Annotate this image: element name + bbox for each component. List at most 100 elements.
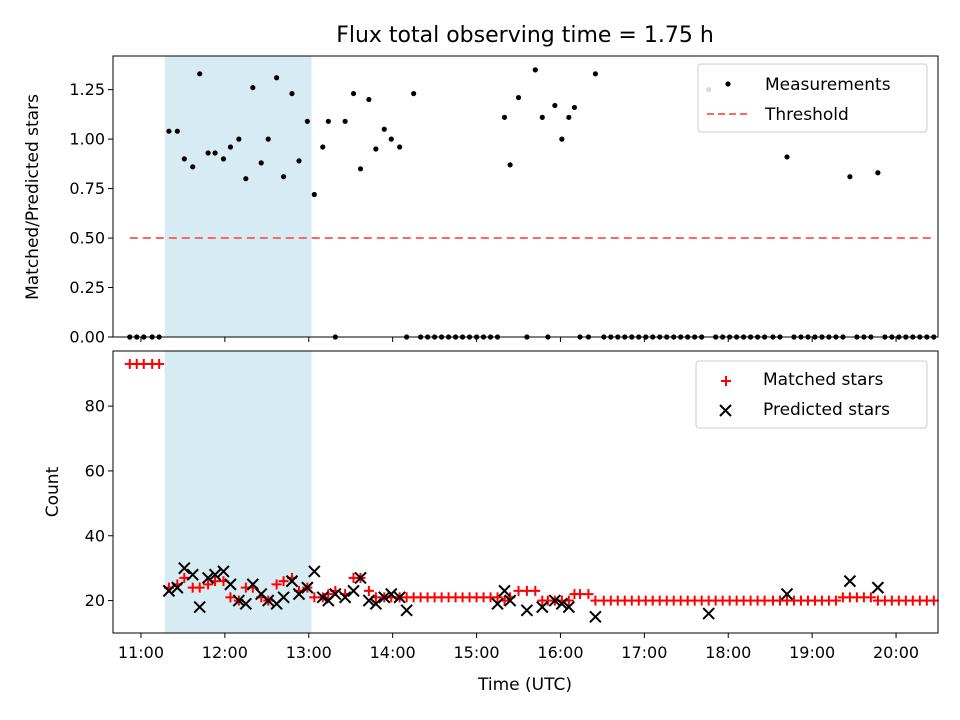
x-stroke-b <box>555 597 569 611</box>
x-stroke-b <box>301 581 314 594</box>
observing-span-bottom <box>164 351 312 633</box>
y-tick-label: 0.75 <box>69 179 105 198</box>
y-tick-label: 0.25 <box>69 278 105 297</box>
x-tick-label: 11:00 <box>118 643 164 662</box>
x-stroke-b <box>308 565 321 578</box>
bottom-y-ticks: 20 40 60 80 <box>85 397 113 610</box>
legend-measurements-label: Measurements <box>765 75 891 95</box>
x-stroke-b <box>498 584 511 598</box>
measurement-point <box>311 191 317 198</box>
predicted-star-point <box>843 574 857 588</box>
x-stroke-b <box>171 581 184 594</box>
x-stroke-b <box>385 587 398 601</box>
matched-star-point <box>179 572 190 583</box>
x-stroke-b <box>255 587 268 601</box>
x-stroke-b <box>239 597 253 611</box>
x-tick-label: 18:00 <box>705 643 751 662</box>
bottom-y-axis-label: Count <box>43 466 63 517</box>
x-tick-label: 20:00 <box>873 643 919 662</box>
predicted-star-point <box>186 568 199 581</box>
x-stroke-b <box>316 591 329 604</box>
x-stroke-b <box>217 565 230 578</box>
bottom-legend-box <box>695 360 928 429</box>
matched-star-point <box>583 589 594 600</box>
x-stroke-b <box>702 607 715 620</box>
predicted-star-point <box>308 565 321 578</box>
measurement-point <box>258 160 264 166</box>
predicted-star-point <box>393 591 406 604</box>
predicted-star-point <box>292 587 306 601</box>
measurement-point <box>220 156 227 162</box>
measurement-point <box>250 85 256 91</box>
matched-star-point <box>575 589 586 600</box>
measurement-point <box>784 154 790 160</box>
predicted-star-point <box>369 597 383 611</box>
chart-title: Flux total observing time = 1.75 h <box>336 23 714 48</box>
predicted-star-point <box>239 597 253 611</box>
x-tick-label: 16:00 <box>537 643 583 662</box>
y-tick-label: 0.00 <box>69 328 105 347</box>
x-stroke-b <box>378 591 391 604</box>
measurement-point <box>342 118 348 124</box>
x-stroke-b <box>491 597 504 611</box>
measurement-point <box>373 146 379 152</box>
measurement-point <box>197 71 203 77</box>
measurement-point <box>388 136 394 142</box>
predicted-star-point <box>562 600 576 614</box>
top-y-ticks: 0.00 0.25 0.50 0.75 1.00 1.25 <box>69 80 113 347</box>
measurement-point <box>280 174 287 180</box>
predicted-star-point <box>871 581 885 594</box>
legend-predicted-marker <box>719 404 732 417</box>
legend-threshold-label: Threshold <box>764 105 849 125</box>
x-stroke-b <box>262 594 275 607</box>
top-y-axis-label: Matched/Predicted stars <box>23 94 43 300</box>
measurement-point <box>566 114 572 120</box>
x-stroke-b <box>354 571 367 585</box>
x-stroke-b <box>347 584 360 598</box>
measurement-point <box>571 104 578 111</box>
predicted-star-point <box>498 584 511 598</box>
matched-star-point <box>492 592 503 603</box>
measurement-point <box>296 158 302 164</box>
measurement-point <box>236 136 242 142</box>
measurement-point <box>397 144 403 150</box>
predicted-star-point <box>520 604 534 617</box>
measurement-point <box>559 136 565 142</box>
matched-star-point <box>278 576 289 587</box>
measurement-point <box>381 126 387 132</box>
measurement-point <box>847 174 853 180</box>
predicted-star-point <box>316 591 329 604</box>
legend-measurements-marker <box>725 81 731 87</box>
predicted-star-point <box>503 594 517 607</box>
bottom-panel-marks <box>124 358 939 624</box>
x-stroke-b <box>208 568 222 581</box>
predicted-star-point <box>232 594 246 607</box>
x-stroke-b <box>362 594 376 607</box>
x-stroke-b <box>548 594 562 607</box>
matched-star-point <box>513 585 524 596</box>
x-stroke-b <box>843 574 857 588</box>
legend-matched-label: Matched stars <box>763 370 883 390</box>
x-axis-label: Time (UTC) <box>477 675 572 695</box>
matched-star-point <box>590 595 601 606</box>
x-stroke-b <box>201 571 215 585</box>
predicted-star-point <box>385 587 398 601</box>
matched-star-point <box>154 358 165 369</box>
x-stroke-b <box>285 574 299 588</box>
predicted-star-point <box>589 610 602 624</box>
x-tick-label: 12:00 <box>202 643 248 662</box>
measurement-point <box>325 118 331 124</box>
x-stroke-b <box>562 600 576 614</box>
y-tick-label: 0.50 <box>69 229 105 248</box>
measurement-point <box>350 90 357 97</box>
measurement-point <box>166 128 172 134</box>
measurement-point <box>539 114 545 120</box>
legend-predicted-label: Predicted stars <box>763 400 890 420</box>
x-stroke-b <box>224 578 237 591</box>
measurement-point <box>592 71 599 77</box>
x-tick-label: 13:00 <box>286 643 332 662</box>
x-stroke-b <box>186 568 199 581</box>
top-panel: 0.00 0.25 0.50 0.75 1.00 1.25 Flux total obse… <box>23 23 939 347</box>
x-stroke-b <box>292 587 306 601</box>
